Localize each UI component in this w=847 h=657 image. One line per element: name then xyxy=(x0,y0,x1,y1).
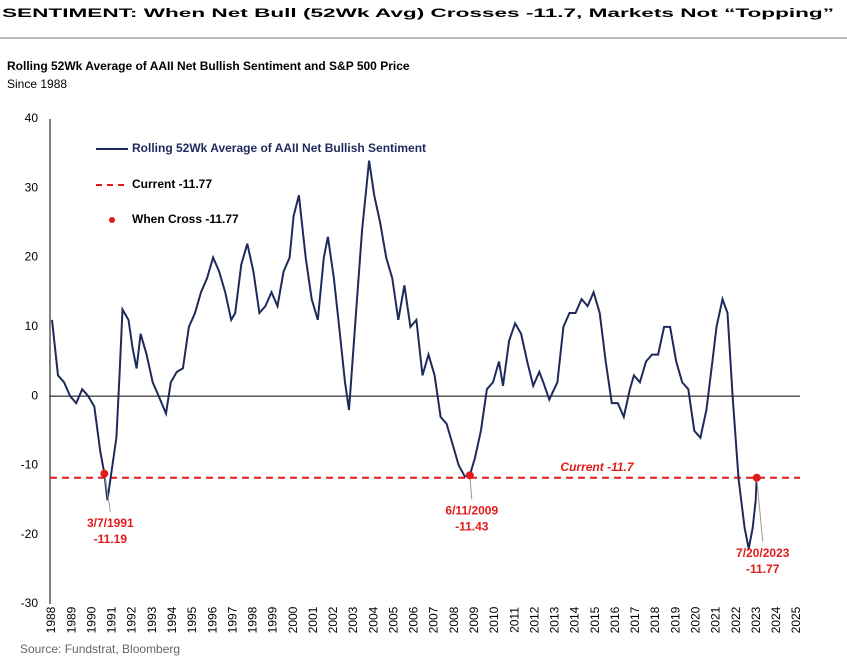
x-tick-label: 1996 xyxy=(205,606,219,633)
cross-point xyxy=(465,471,474,480)
x-tick-label: 2016 xyxy=(608,606,622,633)
annotation-date: 6/11/2009 xyxy=(445,504,498,518)
y-tick-label: 40 xyxy=(25,111,39,125)
cross-point xyxy=(752,473,761,482)
annotation-value: -11.19 xyxy=(94,532,128,546)
annotation-date: 3/7/1991 xyxy=(87,516,134,530)
chart-description: Since 1988 xyxy=(7,77,67,91)
x-tick-label: 2007 xyxy=(427,606,441,633)
x-tick-label: 1994 xyxy=(165,606,179,633)
x-tick-label: 1998 xyxy=(246,606,260,633)
page-title: SENTIMENT: When Net Bull (52Wk Avg) Cros… xyxy=(2,6,834,20)
x-tick-label: 2013 xyxy=(548,606,562,633)
x-tick-label: 2009 xyxy=(467,606,481,633)
y-tick-label: 0 xyxy=(31,388,38,402)
legend-swatch xyxy=(109,217,115,223)
y-tick-label: -20 xyxy=(21,527,39,541)
x-tick-label: 1989 xyxy=(64,606,78,633)
x-tick-label: 2015 xyxy=(588,606,602,633)
x-tick-label: 2020 xyxy=(688,606,702,633)
y-tick-label: -30 xyxy=(21,596,39,610)
annotation-value: -11.77 xyxy=(746,562,780,576)
x-tick-label: 2006 xyxy=(407,606,421,633)
x-tick-label: 2023 xyxy=(749,606,763,633)
reference-label: Current -11.7 xyxy=(560,460,634,474)
y-tick-label: 30 xyxy=(25,180,39,194)
x-tick-label: 2019 xyxy=(668,606,682,633)
x-tick-label: 2025 xyxy=(789,606,803,633)
x-tick-label: 2000 xyxy=(286,606,300,633)
legend-label: When Cross -11.77 xyxy=(132,212,239,226)
x-tick-label: 1990 xyxy=(84,606,98,633)
x-tick-label: 2024 xyxy=(769,606,783,633)
annotation-date: 7/20/2023 xyxy=(736,546,790,560)
annotation-value: -11.43 xyxy=(455,520,489,534)
annotation-leader xyxy=(469,475,473,500)
x-tick-label: 2014 xyxy=(568,606,582,633)
annotation-leader xyxy=(756,477,764,542)
x-tick-label: 2008 xyxy=(447,606,461,633)
x-tick-label: 2005 xyxy=(386,606,400,633)
x-tick-label: 2001 xyxy=(306,606,320,633)
x-tick-label: 2018 xyxy=(648,606,662,633)
x-tick-label: 1992 xyxy=(125,606,139,633)
sentiment-line xyxy=(51,160,758,549)
annotation-leader xyxy=(103,473,111,512)
x-tick-label: 1995 xyxy=(185,606,199,633)
x-tick-label: 2011 xyxy=(507,607,521,633)
chart-subtitle: Rolling 52Wk Average of AAII Net Bullish… xyxy=(7,59,410,73)
legend-label: Current -11.77 xyxy=(132,177,212,191)
y-tick-label: -10 xyxy=(21,458,39,472)
cross-point xyxy=(100,469,109,478)
source: Source: Fundstrat, Bloomberg xyxy=(20,642,180,656)
x-tick-label: 1988 xyxy=(44,606,58,633)
x-tick-label: 2004 xyxy=(366,606,380,633)
x-tick-label: 2010 xyxy=(487,606,501,633)
x-tick-label: 2002 xyxy=(326,606,340,633)
x-tick-label: 2021 xyxy=(709,606,723,633)
x-tick-label: 2003 xyxy=(346,606,360,633)
x-tick-label: 1993 xyxy=(145,606,159,633)
x-tick-label: 2022 xyxy=(729,606,743,633)
legend-label: Rolling 52Wk Average of AAII Net Bullish… xyxy=(132,141,426,155)
y-tick-label: 10 xyxy=(25,319,39,333)
x-tick-label: 1997 xyxy=(225,606,239,633)
y-tick-label: 20 xyxy=(25,250,39,264)
x-tick-label: 1999 xyxy=(266,606,280,633)
x-tick-label: 2012 xyxy=(527,606,541,633)
x-tick-label: 1991 xyxy=(105,606,119,633)
x-tick-label: 2017 xyxy=(628,606,642,633)
